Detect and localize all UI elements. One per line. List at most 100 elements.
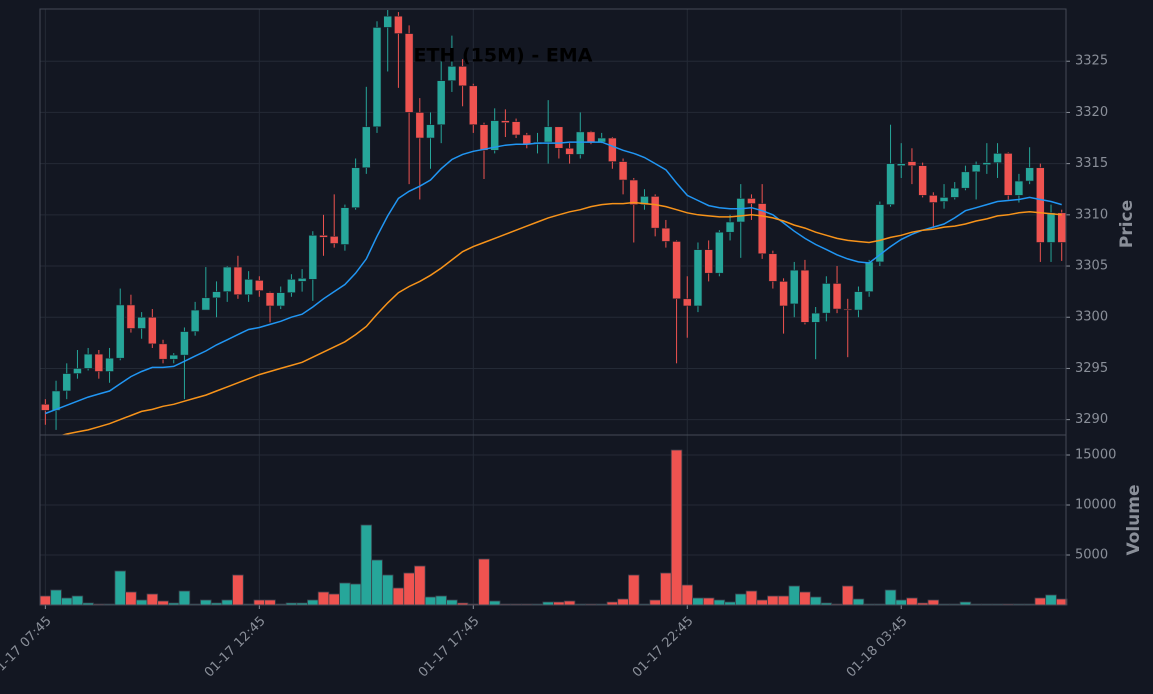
volume-bar [446,599,458,606]
candle-body [426,124,435,139]
volume-bar [745,590,758,606]
candle-body [725,221,735,233]
volume-bar [702,597,715,606]
candle-body [832,283,842,310]
candle-body [854,291,863,311]
volume-bar [339,582,351,606]
grid-layer [40,9,1070,609]
candle-body [233,266,243,296]
candle-body [212,291,221,299]
ema-layer [45,141,1062,435]
candle-body [618,161,628,181]
candle-body [351,167,360,208]
candle-body [41,403,50,411]
candle-body [715,231,724,274]
x-tick-label: 01-17 22:45 [630,614,697,681]
candle-body [961,171,970,189]
volume-bar [841,585,854,606]
candle-body [415,112,425,139]
candle-body [297,278,307,282]
candle-body [650,196,660,229]
candle-body [158,343,168,360]
candle-body [372,27,382,128]
volume-bar [756,599,768,606]
candle-body [94,353,104,372]
volume-bar [435,595,447,606]
volume-bar [478,558,490,606]
volume-bar [360,524,373,606]
volume-bar [1055,598,1068,606]
volume-bar [649,599,661,606]
volume-bar [628,574,640,606]
volume-bar [617,598,629,606]
candle-body [436,80,446,126]
volume-bar [253,599,266,606]
volume-bar [777,595,790,606]
candle-body [115,304,125,359]
x-tick-label: 01-18 03:45 [844,614,911,681]
candle-body [319,235,328,238]
candle-body [875,204,885,263]
candle-body [543,126,553,143]
candle-body [361,126,371,169]
candle-body [276,292,286,307]
candle-body [811,312,820,323]
candle-body [511,121,521,136]
volume-bar [906,597,918,606]
candle-body [950,187,960,198]
candle-body [105,357,114,372]
y-tick-label: 5000 [1075,548,1108,563]
candle-body [137,316,146,329]
volume-bar [681,584,694,606]
candle-body [907,161,917,166]
volume-bar [670,449,683,606]
volume-bar [403,572,415,606]
candle-body [244,279,253,296]
y-tick-label: 3325 [1075,54,1108,69]
candle-body [736,198,746,223]
volume-bar [200,599,212,606]
marks-layer [39,10,1068,606]
x-tick-label: 01-17 12:45 [202,614,269,681]
volume-bar [852,598,865,606]
y-axis-label: Volume [1124,484,1144,555]
volume-bar [895,599,907,606]
volume-bar [563,600,576,606]
candle-body [479,124,489,151]
volume-bar [60,597,73,606]
candle-body [383,15,393,28]
candle-body [522,134,532,145]
candle-body [800,269,810,323]
candle-body [575,131,585,155]
volume-bar [424,596,437,606]
volume-bar [317,591,330,606]
candle-body [287,279,296,293]
candle-body [929,195,938,203]
volume-bar [735,593,747,606]
volume-bar [414,565,426,606]
candle-body [554,126,564,149]
candle-body [490,120,500,151]
volume-bar [125,591,137,606]
volume-bar [767,595,779,606]
candle-body [126,304,136,329]
candle-body [447,66,457,81]
candle-body [340,207,350,245]
volume-bar [1045,594,1057,606]
chart-title: ETH (15M) - EMA [414,45,593,67]
candle-body [704,249,713,274]
volume-bar [135,599,148,606]
candle-body [169,354,179,360]
candle-body [501,120,510,123]
candle-body [565,147,574,155]
x-tick-label: 01-17 07:45 [0,614,55,681]
candle-body [83,353,93,369]
volume-bar [114,570,126,606]
candle-body [468,85,478,126]
candle-body [779,281,788,307]
volume-bar [349,583,362,606]
candle-body [993,153,1002,163]
volume-bar [221,599,233,606]
